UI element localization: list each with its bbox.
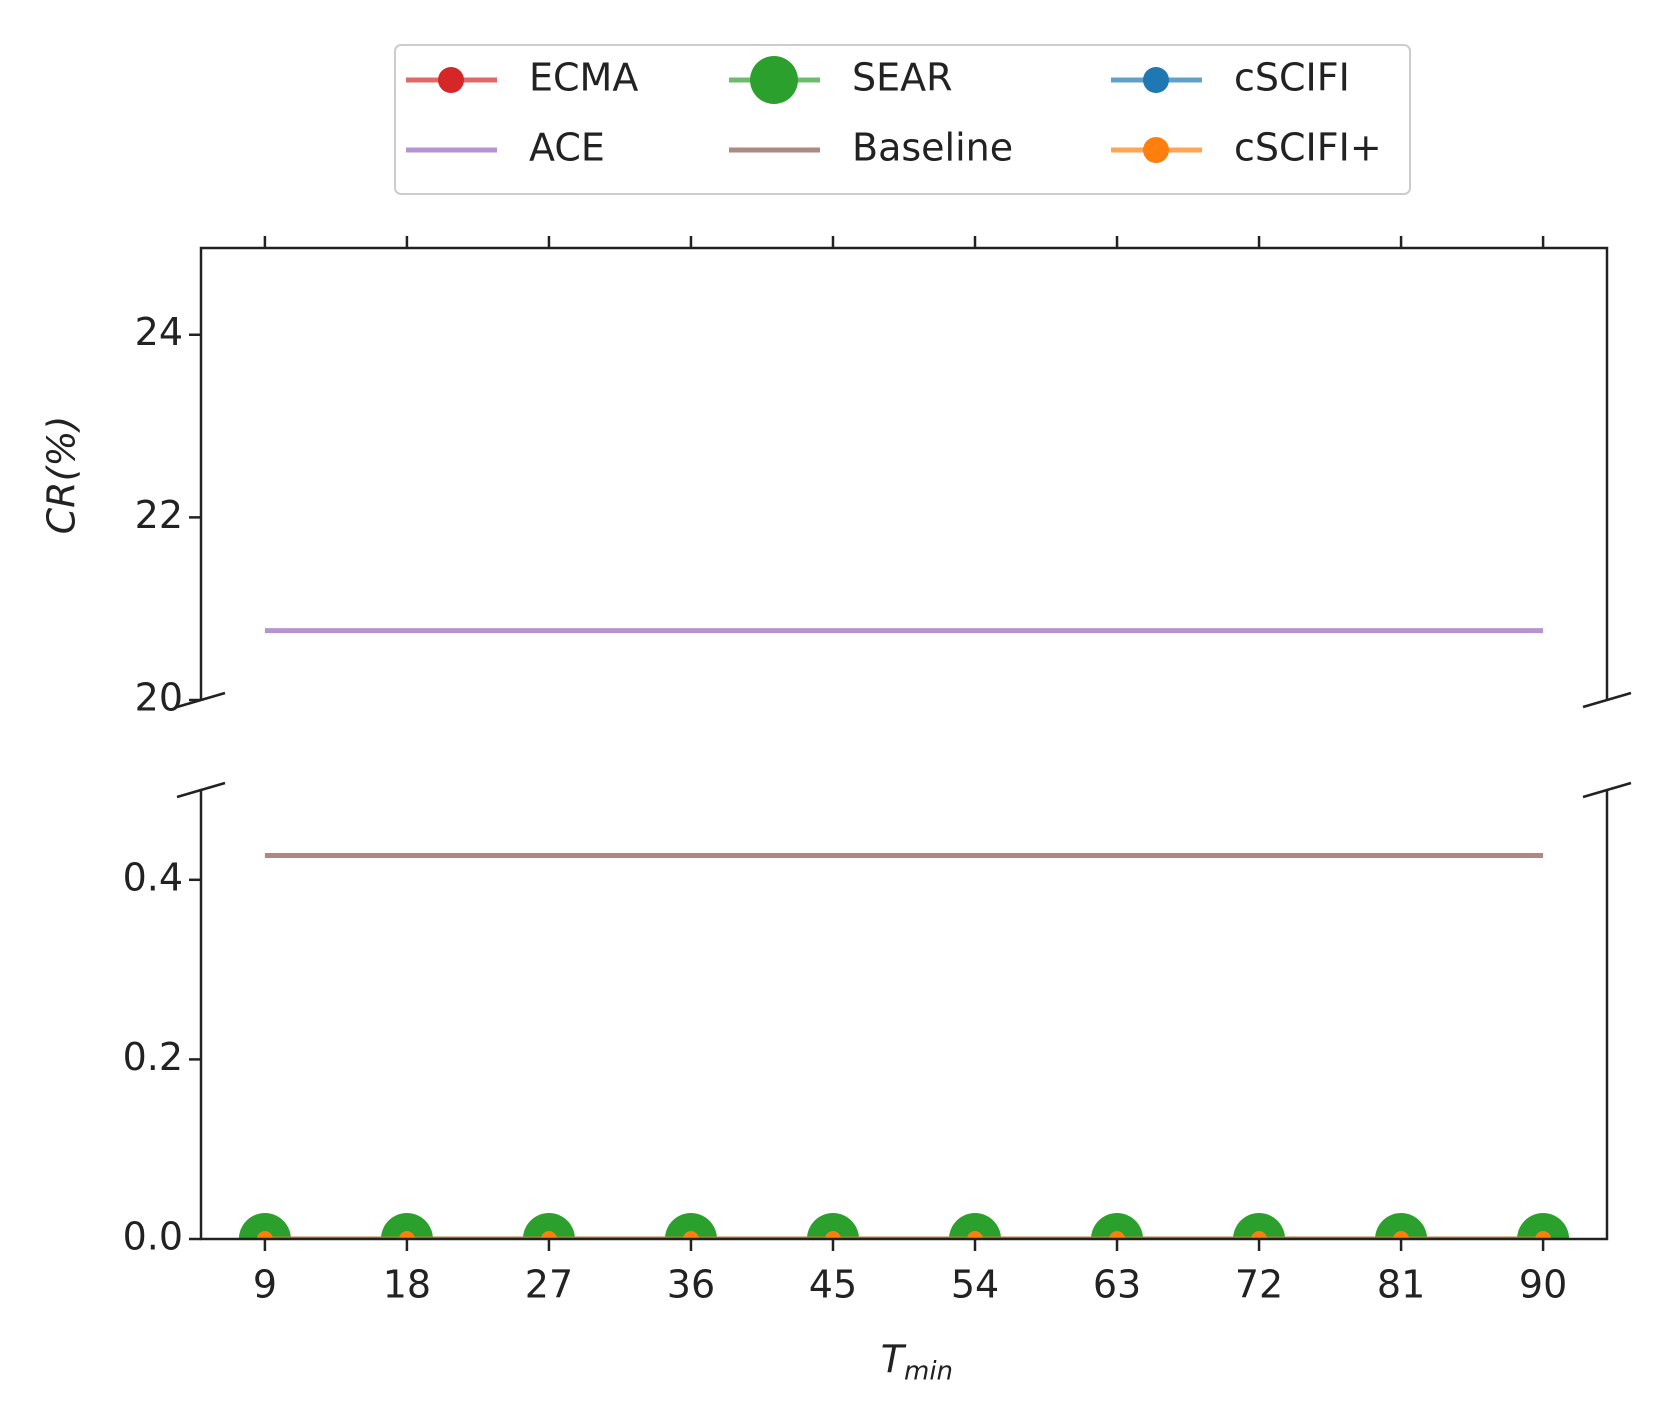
series-marker <box>256 1231 273 1239</box>
series-marker <box>1091 1213 1144 1239</box>
x-tick-label: 54 <box>951 1263 999 1307</box>
axis-break <box>1582 691 1632 709</box>
series-marker <box>522 1213 575 1239</box>
axis-break <box>176 781 226 799</box>
series-marker <box>1233 1213 1286 1239</box>
series-marker <box>1535 1231 1552 1239</box>
series-marker <box>949 1213 1002 1239</box>
series-marker <box>540 1231 557 1239</box>
legend-marker <box>438 67 464 93</box>
legend-marker <box>1143 67 1169 93</box>
series-marker <box>824 1231 841 1239</box>
axis-break <box>1582 781 1632 799</box>
legend-marker <box>750 56 798 104</box>
series-marker <box>1251 1231 1268 1239</box>
series-marker <box>1109 1231 1126 1239</box>
series-marker <box>664 1213 717 1239</box>
y-tick-label: 20 <box>135 676 183 720</box>
x-tick-label: 9 <box>253 1263 277 1307</box>
x-tick-label: 90 <box>1519 1263 1567 1307</box>
x-tick-label: 63 <box>1093 1263 1141 1307</box>
x-tick-label: 27 <box>525 1263 573 1307</box>
plot-area <box>238 853 1570 1239</box>
x-tick-label: 81 <box>1377 1263 1425 1307</box>
legend-label: SEAR <box>852 56 953 100</box>
x-tick-label: 36 <box>667 1263 715 1307</box>
y-tick-label: 24 <box>135 310 183 354</box>
axis-spine <box>199 246 1609 700</box>
legend-label: Baseline <box>852 126 1013 170</box>
y-tick-label: 0.2 <box>123 1035 183 1079</box>
series-marker <box>1517 1213 1570 1239</box>
axis-break <box>176 691 226 709</box>
axis-spine <box>199 790 1609 1241</box>
y-tick-label: 0.4 <box>123 855 183 899</box>
legend-label: cSCIFI <box>1234 56 1350 100</box>
x-tick-label: 72 <box>1235 1263 1283 1307</box>
legend-label: cSCIFI+ <box>1234 126 1382 170</box>
x-axis-label: T <box>881 1338 907 1382</box>
y-axis-label: CR(%) <box>40 416 84 535</box>
series-marker <box>1393 1231 1410 1239</box>
x-tick-label: 45 <box>809 1263 857 1307</box>
series-marker <box>380 1213 433 1239</box>
series-marker <box>682 1231 699 1239</box>
legend-marker <box>1143 137 1169 163</box>
legend-label: ACE <box>529 126 605 170</box>
series-marker <box>806 1213 859 1239</box>
series-marker <box>1375 1213 1428 1239</box>
x-tick-label: 18 <box>383 1263 431 1307</box>
series-marker <box>967 1231 984 1239</box>
y-tick-label: 0.0 <box>123 1215 183 1259</box>
legend-label: ECMA <box>529 56 638 100</box>
x-axis-label-subscript: min <box>904 1357 953 1387</box>
series-marker <box>398 1231 415 1239</box>
y-tick-label: 22 <box>135 493 183 537</box>
series-marker <box>238 1213 291 1239</box>
